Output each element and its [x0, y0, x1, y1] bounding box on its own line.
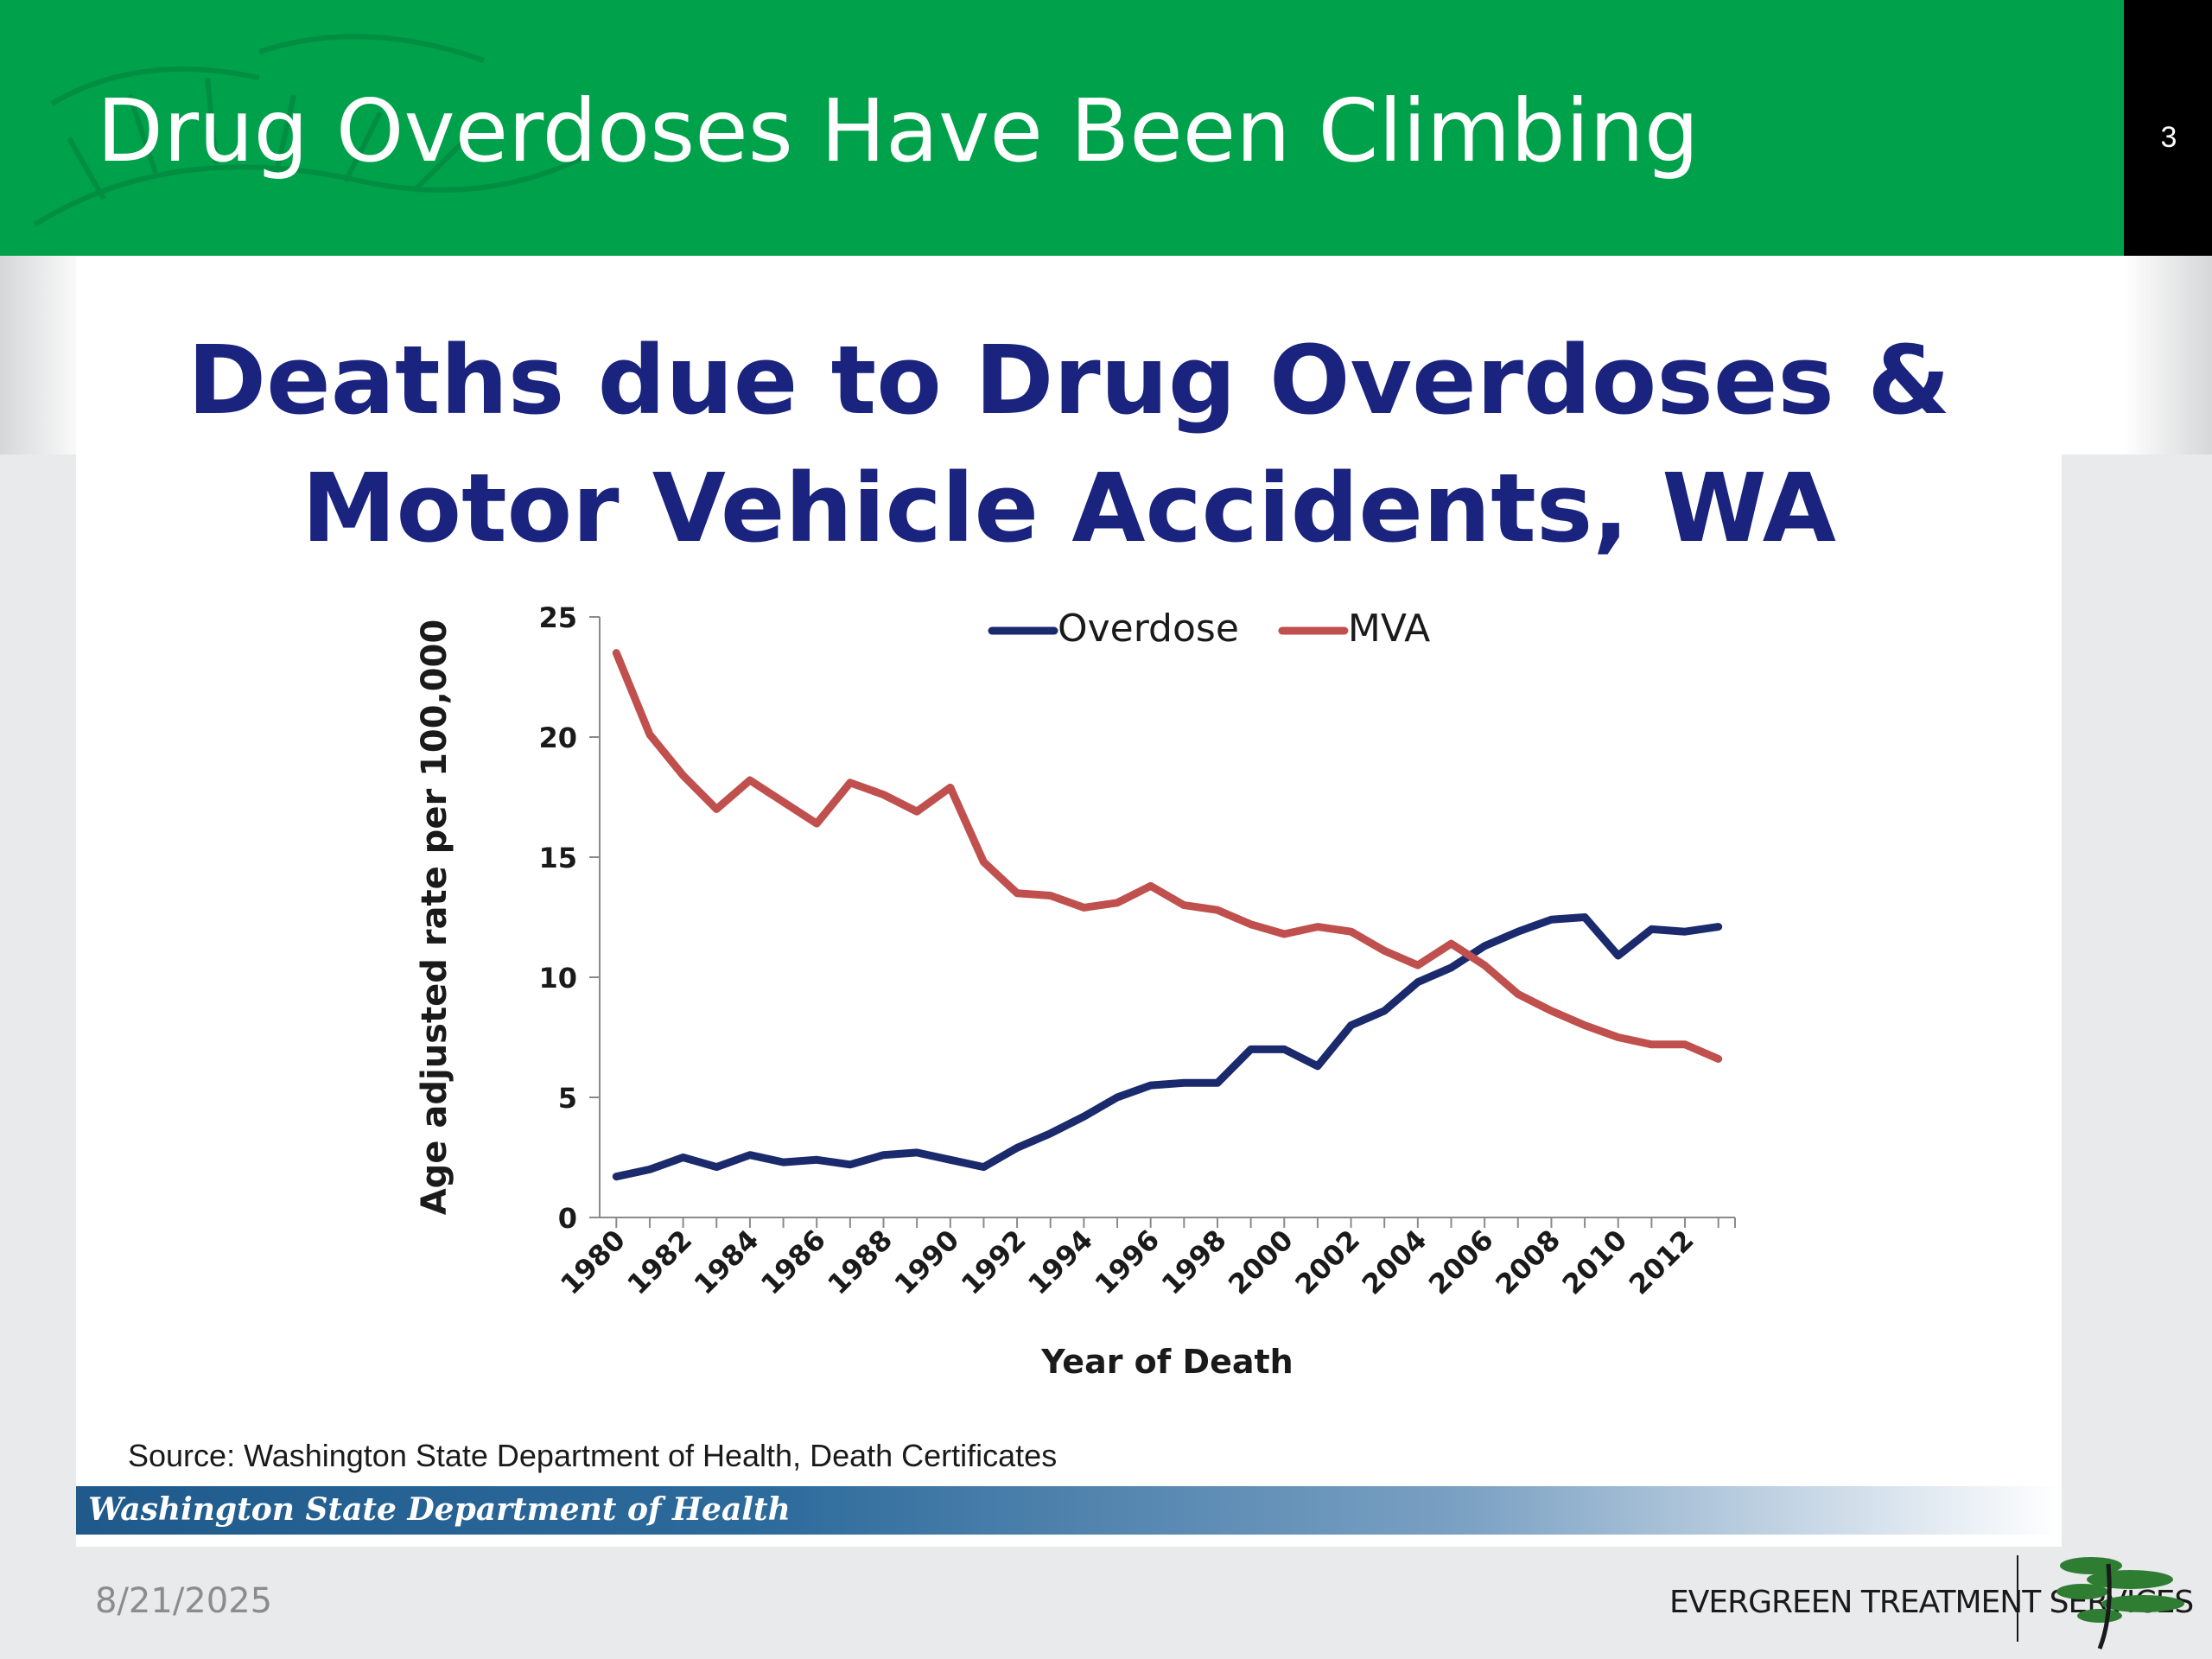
- x-tick-label: 2008: [1489, 1224, 1567, 1301]
- chart-title-line-2: Motor Vehicle Accidents, WA: [302, 453, 1836, 563]
- y-tick-label: 20: [538, 721, 577, 754]
- x-tick-label: 2006: [1422, 1224, 1500, 1301]
- chart-title-line-1: Deaths due to Drug Overdoses &: [187, 325, 1951, 435]
- x-tick-label: 2012: [1623, 1224, 1700, 1301]
- wsdoh-banner-text: Washington State Department of Health: [88, 1491, 791, 1528]
- slide-title: Drug Overdoses Have Been Climbing: [97, 80, 1700, 181]
- footer-divider: [2017, 1555, 2018, 1642]
- x-axis: 1980198219841986198819901992199419961998…: [554, 1217, 1736, 1301]
- x-axis-label: Year of Death: [1040, 1343, 1293, 1381]
- x-tick-label: 2002: [1288, 1224, 1366, 1301]
- x-tick-label: 1990: [888, 1224, 966, 1301]
- y-tick-label: 10: [538, 962, 577, 995]
- y-tick-label: 0: [558, 1202, 577, 1235]
- series-line-overdose: [612, 913, 1723, 1181]
- page-number-box: [2124, 0, 2212, 256]
- x-tick-label: 1994: [1021, 1224, 1099, 1301]
- series-line-mva: [612, 649, 1723, 1063]
- x-tick-label: 1992: [955, 1224, 1033, 1301]
- slide-content: Deaths due to Drug Overdoses & Motor Veh…: [76, 256, 2062, 1547]
- x-tick-label: 2004: [1356, 1224, 1433, 1301]
- slide-header: Drug Overdoses Have Been Climbing: [0, 0, 2124, 256]
- y-tick-label: 15: [538, 842, 577, 874]
- x-tick-label: 2000: [1222, 1224, 1300, 1301]
- x-tick-label: 1986: [754, 1224, 832, 1301]
- series-layer: [612, 649, 1723, 1181]
- legend-label-mva: MVA: [1348, 607, 1430, 651]
- chart-title: Deaths due to Drug Overdoses & Motor Veh…: [76, 316, 2062, 572]
- x-tick-label: 1980: [554, 1224, 632, 1301]
- x-tick-label: 1982: [620, 1224, 698, 1301]
- legend: Overdose MVA: [988, 607, 1430, 651]
- y-axis: 0 5 10 15 20 25 Age adjusted rate per 100,000: [415, 601, 601, 1235]
- source-note: Source: Washington State Department of H…: [128, 1438, 1058, 1473]
- legend-label-overdose: Overdose: [1058, 607, 1239, 651]
- x-tick-label: 1988: [821, 1224, 899, 1301]
- pine-branch-decoration: [33, 34, 589, 227]
- slide-date: 8/21/2025: [95, 1581, 273, 1621]
- y-tick-label: 5: [558, 1082, 577, 1115]
- pine-tree-logo: [2056, 1557, 2184, 1649]
- wsdoh-banner: Washington State Department of Health: [76, 1486, 2062, 1535]
- x-tick-label: 1984: [688, 1224, 766, 1301]
- x-tick-label: 1996: [1088, 1224, 1166, 1301]
- page-number: 3: [2160, 121, 2177, 154]
- y-axis-label: Age adjusted rate per 100,000: [415, 620, 454, 1216]
- y-tick-label: 25: [538, 601, 577, 634]
- x-tick-label: 2010: [1556, 1224, 1634, 1301]
- x-tick-label: 1998: [1155, 1224, 1233, 1301]
